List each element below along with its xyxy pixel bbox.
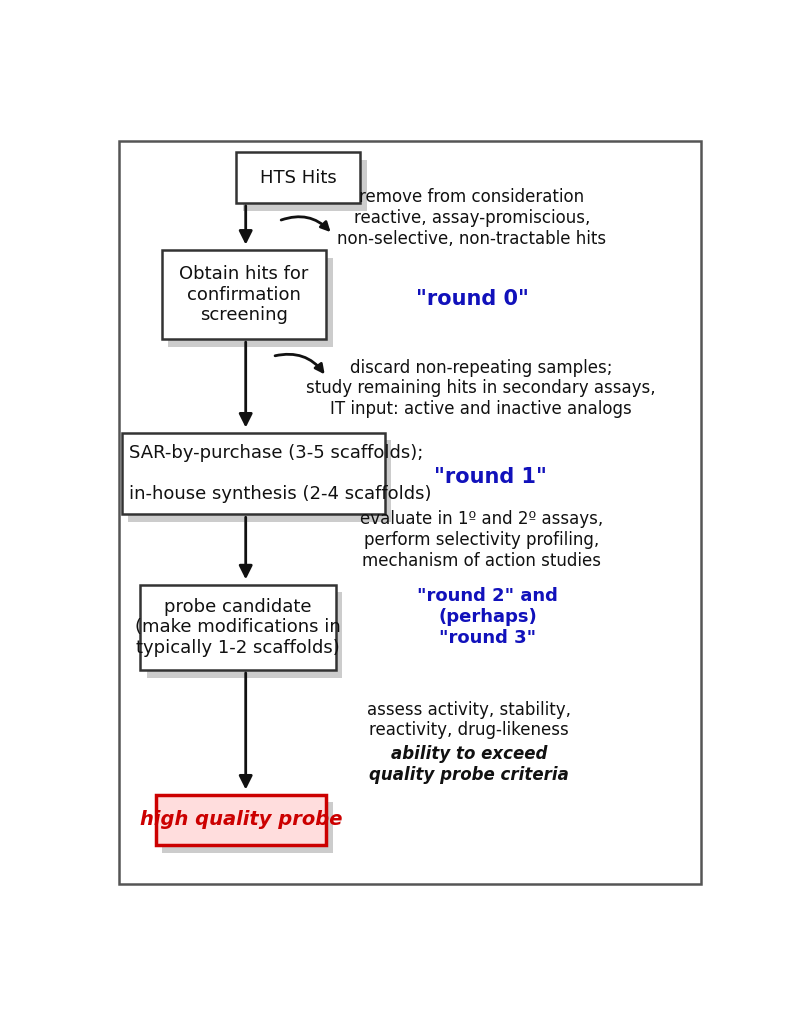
Bar (242, 160, 366, 211)
Text: high quality probe: high quality probe (140, 811, 342, 829)
Bar (146, 592, 342, 678)
Bar (122, 433, 385, 515)
Bar (156, 795, 326, 845)
Bar (162, 803, 333, 853)
Text: ability to exceed
quality probe criteria: ability to exceed quality probe criteria (369, 745, 569, 784)
Bar (162, 250, 326, 340)
Text: remove from consideration
reactive, assay-promiscious,
non-selective, non-tracta: remove from consideration reactive, assa… (338, 188, 606, 248)
FancyArrowPatch shape (275, 354, 323, 372)
Text: "round 2" and
(perhaps)
"round 3": "round 2" and (perhaps) "round 3" (417, 587, 558, 647)
Bar (168, 258, 333, 347)
Text: "round 1": "round 1" (434, 467, 547, 487)
Text: probe candidate
(make modifications in
typically 1-2 scaffolds): probe candidate (make modifications in t… (135, 598, 341, 657)
Text: SAR-by-purchase (3-5 scaffolds);

in-house synthesis (2-4 scaffolds): SAR-by-purchase (3-5 scaffolds); in-hous… (129, 444, 432, 503)
FancyArrowPatch shape (281, 216, 329, 229)
Text: "round 0": "round 0" (415, 289, 529, 308)
Text: discard non-repeating samples;
study remaining hits in secondary assays,
IT inpu: discard non-repeating samples; study rem… (306, 359, 656, 419)
Bar (140, 584, 336, 670)
Text: assess activity, stability,
reactivity, drug-likeness: assess activity, stability, reactivity, … (367, 701, 571, 739)
Text: Obtain hits for
confirmation
screening: Obtain hits for confirmation screening (179, 265, 309, 325)
Bar (237, 153, 361, 203)
Text: evaluate in 1º and 2º assays,
perform selectivity profiling,
mechanism of action: evaluate in 1º and 2º assays, perform se… (360, 511, 603, 570)
Text: HTS Hits: HTS Hits (260, 169, 337, 187)
Bar (128, 441, 391, 523)
